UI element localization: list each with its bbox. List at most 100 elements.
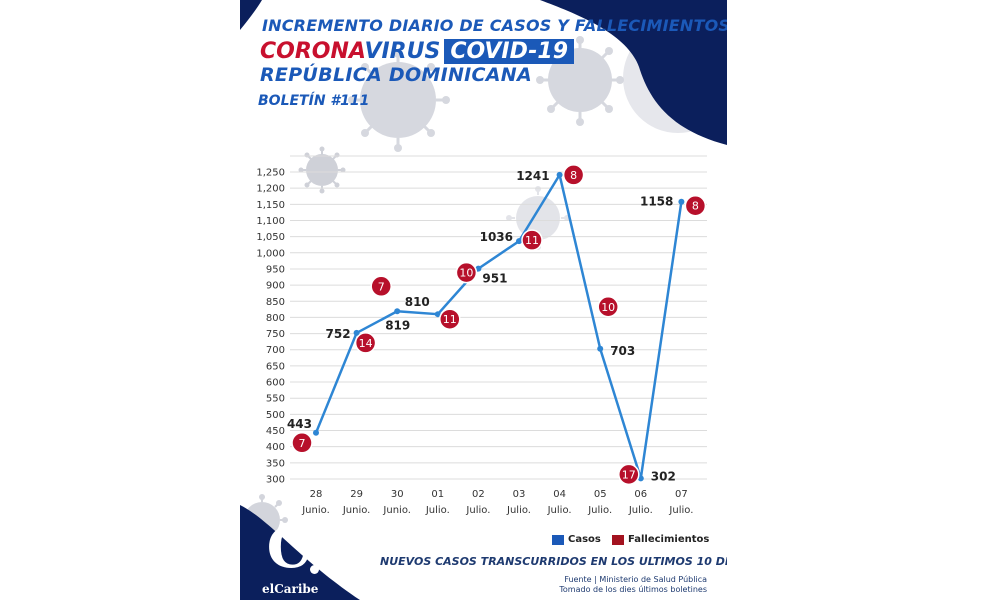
y-tick-label: 1,100 <box>256 216 285 227</box>
y-tick-label: 550 <box>266 394 285 405</box>
x-tick-label: 06 <box>634 489 647 500</box>
death-badge-label: 7 <box>378 280 385 293</box>
y-tick-label: 450 <box>266 426 285 437</box>
legend-cases-label: Casos <box>568 534 601 545</box>
cases-point <box>516 238 522 245</box>
y-tick-label: 850 <box>266 297 285 308</box>
y-tick-label: 1,250 <box>256 168 285 179</box>
headline: INCREMENTO DIARIO DE CASOS Y FALLECIMIEN… <box>262 16 727 35</box>
y-tick-label: 600 <box>266 378 285 389</box>
death-badge <box>521 229 543 251</box>
legend-cases: Casos <box>552 534 601 545</box>
death-badge <box>439 308 461 330</box>
cases-point <box>353 329 360 336</box>
cases-point <box>313 429 319 436</box>
death-badge <box>354 332 377 354</box>
cases-point <box>475 265 482 272</box>
y-tick-label: 900 <box>266 281 285 292</box>
cases-data-label: 951 <box>482 272 507 286</box>
logo-letter: C <box>266 515 312 581</box>
x-tick-label: 30 <box>391 489 404 500</box>
cases-point <box>394 308 401 315</box>
bulletin-number: BOLETÍN #111 <box>258 93 370 109</box>
x-tick-label-month: Julio. <box>547 505 572 516</box>
x-tick-label-month: Junio. <box>382 505 411 516</box>
legend-deaths-label: Fallecimientos <box>628 534 710 545</box>
footer-title: NUEVOS CASOS TRANSCURRIDOS EN LOS ULTIMO… <box>380 555 727 568</box>
x-tick-label: 01 <box>431 489 444 500</box>
x-axis: 28 Junio. 29 Junio. 30 Junio. 01 Julio. 02 Julio.… <box>301 489 693 516</box>
cases-data-label: 1241 <box>516 169 549 183</box>
series-lines <box>314 173 683 480</box>
death-badge-label: 10 <box>601 301 615 314</box>
x-tick-label: 05 <box>594 489 607 500</box>
y-tick-label: 1,150 <box>256 200 285 211</box>
x-tick-label-month: Julio. <box>506 505 531 516</box>
death-badge <box>455 261 478 284</box>
line-chart: 300 350 400 450 500 550 600 650 700 750 800 850 900 9… <box>256 155 707 516</box>
x-tick-label: 03 <box>513 489 526 500</box>
cases-data-label: 703 <box>610 344 635 358</box>
legend-deaths-swatch <box>612 534 624 545</box>
x-tick-label-month: Junio. <box>342 505 371 516</box>
y-tick-label: 350 <box>266 458 285 469</box>
virus-icon <box>348 50 450 152</box>
death-badge <box>684 194 707 217</box>
y-tick-label: 400 <box>266 442 285 453</box>
death-badge <box>562 164 585 186</box>
y-tick-label: 1,050 <box>256 232 285 243</box>
death-badge <box>291 432 313 454</box>
y-tick-label: 300 <box>266 475 285 486</box>
death-badge-label: 14 <box>359 337 373 350</box>
death-badge-label: 10 <box>459 267 473 280</box>
y-tick-label: 500 <box>266 410 285 421</box>
y-tick-label: 650 <box>266 361 285 372</box>
infographic: INCREMENTO DIARIO DE CASOS Y FALLECIMIEN… <box>240 0 727 600</box>
cases-data-label: 752 <box>326 327 351 341</box>
cases-point <box>678 198 685 205</box>
x-tick-label-month: Julio. <box>425 505 450 516</box>
death-badge-label: 7 <box>299 437 306 450</box>
x-tick-label-month: Julio. <box>587 505 612 516</box>
x-tick-label-month: Julio. <box>628 505 653 516</box>
cases-data-label: 819 <box>385 318 410 332</box>
country-title: REPÚBLICA DOMINICANA <box>260 64 533 86</box>
death-badge <box>597 296 619 318</box>
death-badge <box>370 275 392 298</box>
x-tick-label-month: Julio. <box>465 505 490 516</box>
y-tick-label: 750 <box>266 329 285 340</box>
legend-cases-swatch <box>552 534 564 545</box>
brand-virus: VIRUS <box>364 39 441 64</box>
brand-title: CORONAVIRUS COVID-19 <box>260 38 575 66</box>
cases-data-label: 1036 <box>480 230 513 244</box>
y-tick-label: 700 <box>266 345 285 356</box>
y-axis: 300 350 400 450 500 550 600 650 700 750 800 850 900 9… <box>256 168 285 486</box>
cases-point <box>556 171 563 178</box>
cases-point <box>434 311 441 318</box>
legend-deaths: Fallecimientos <box>612 534 709 545</box>
y-tick-label: 950 <box>266 264 285 275</box>
death-badge <box>618 463 640 486</box>
background-decoration <box>240 0 727 600</box>
brand-corona: CORONA <box>260 39 365 64</box>
x-tick-label: 28 <box>310 489 323 500</box>
series-points <box>313 171 685 482</box>
y-tick-label: 1,200 <box>256 184 285 195</box>
x-tick-label: 04 <box>553 489 566 500</box>
x-tick-label-month: Julio. <box>668 505 693 516</box>
x-tick-label-month: Junio. <box>301 505 330 516</box>
x-tick-label: 02 <box>472 489 485 500</box>
corner-swoosh-left <box>240 0 262 30</box>
death-badge-label: 17 <box>622 468 636 481</box>
death-badge-label: 8 <box>692 200 699 213</box>
x-tick-label: 07 <box>675 489 688 500</box>
source-line-1: Fuente | Ministerio de Salud Pública <box>564 575 707 584</box>
source-line-2: Tomado de los dies últimos boletines <box>559 585 707 594</box>
cases-data-label: 302 <box>651 469 676 483</box>
cases-line <box>314 173 683 480</box>
logo-text: elCaribe <box>262 582 319 596</box>
death-badge-label: 8 <box>570 169 577 182</box>
cases-data-label: 810 <box>405 295 430 309</box>
